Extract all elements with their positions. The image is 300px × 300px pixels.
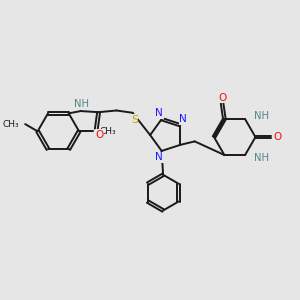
Text: S: S [131, 115, 138, 125]
Text: N: N [155, 108, 163, 118]
Text: CH₃: CH₃ [2, 120, 19, 129]
Text: O: O [95, 130, 103, 140]
Text: O: O [218, 92, 226, 103]
Text: N: N [179, 115, 187, 124]
Text: NH: NH [254, 111, 269, 121]
Text: NH: NH [74, 99, 89, 109]
Text: O: O [273, 132, 281, 142]
Text: N: N [155, 152, 163, 162]
Text: NH: NH [254, 153, 269, 163]
Text: CH₃: CH₃ [100, 127, 116, 136]
